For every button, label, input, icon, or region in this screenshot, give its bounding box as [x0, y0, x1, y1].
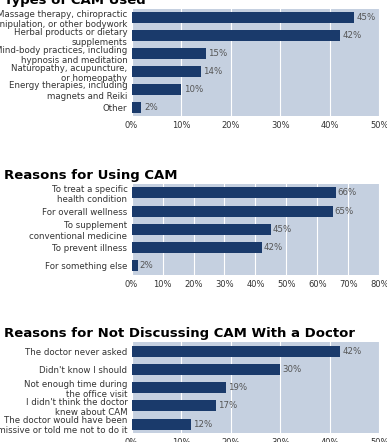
Text: 14%: 14% — [204, 67, 223, 76]
Bar — [132, 206, 333, 217]
Bar — [132, 102, 142, 113]
Text: 45%: 45% — [357, 13, 376, 22]
Text: 42%: 42% — [342, 347, 361, 356]
Text: 12%: 12% — [194, 419, 213, 429]
Text: 2%: 2% — [144, 103, 158, 112]
Bar — [132, 84, 181, 95]
Text: 2%: 2% — [139, 261, 153, 270]
Bar — [132, 419, 191, 430]
Bar — [132, 48, 206, 59]
Text: 42%: 42% — [263, 243, 283, 252]
Text: 15%: 15% — [208, 49, 228, 58]
Text: 42%: 42% — [342, 31, 361, 40]
Text: 66%: 66% — [337, 188, 357, 198]
Bar — [132, 364, 280, 375]
Bar — [132, 66, 201, 77]
Text: 19%: 19% — [228, 383, 247, 392]
Text: 10%: 10% — [183, 85, 203, 94]
Bar — [132, 30, 340, 41]
Text: Reasons for Using CAM: Reasons for Using CAM — [4, 168, 177, 182]
Text: 30%: 30% — [283, 365, 302, 374]
Text: Reasons for Not Discussing CAM With a Doctor: Reasons for Not Discussing CAM With a Do… — [4, 327, 355, 340]
Bar — [132, 187, 336, 198]
Text: 45%: 45% — [272, 225, 292, 234]
Bar — [132, 260, 138, 271]
Text: 65%: 65% — [334, 206, 354, 216]
Bar — [132, 224, 271, 235]
Text: 17%: 17% — [218, 401, 238, 410]
Bar — [132, 346, 340, 357]
Bar — [132, 382, 226, 393]
Bar — [132, 12, 354, 23]
Text: Types of CAM Used: Types of CAM Used — [4, 0, 146, 7]
Bar — [132, 242, 262, 253]
Bar — [132, 400, 216, 412]
